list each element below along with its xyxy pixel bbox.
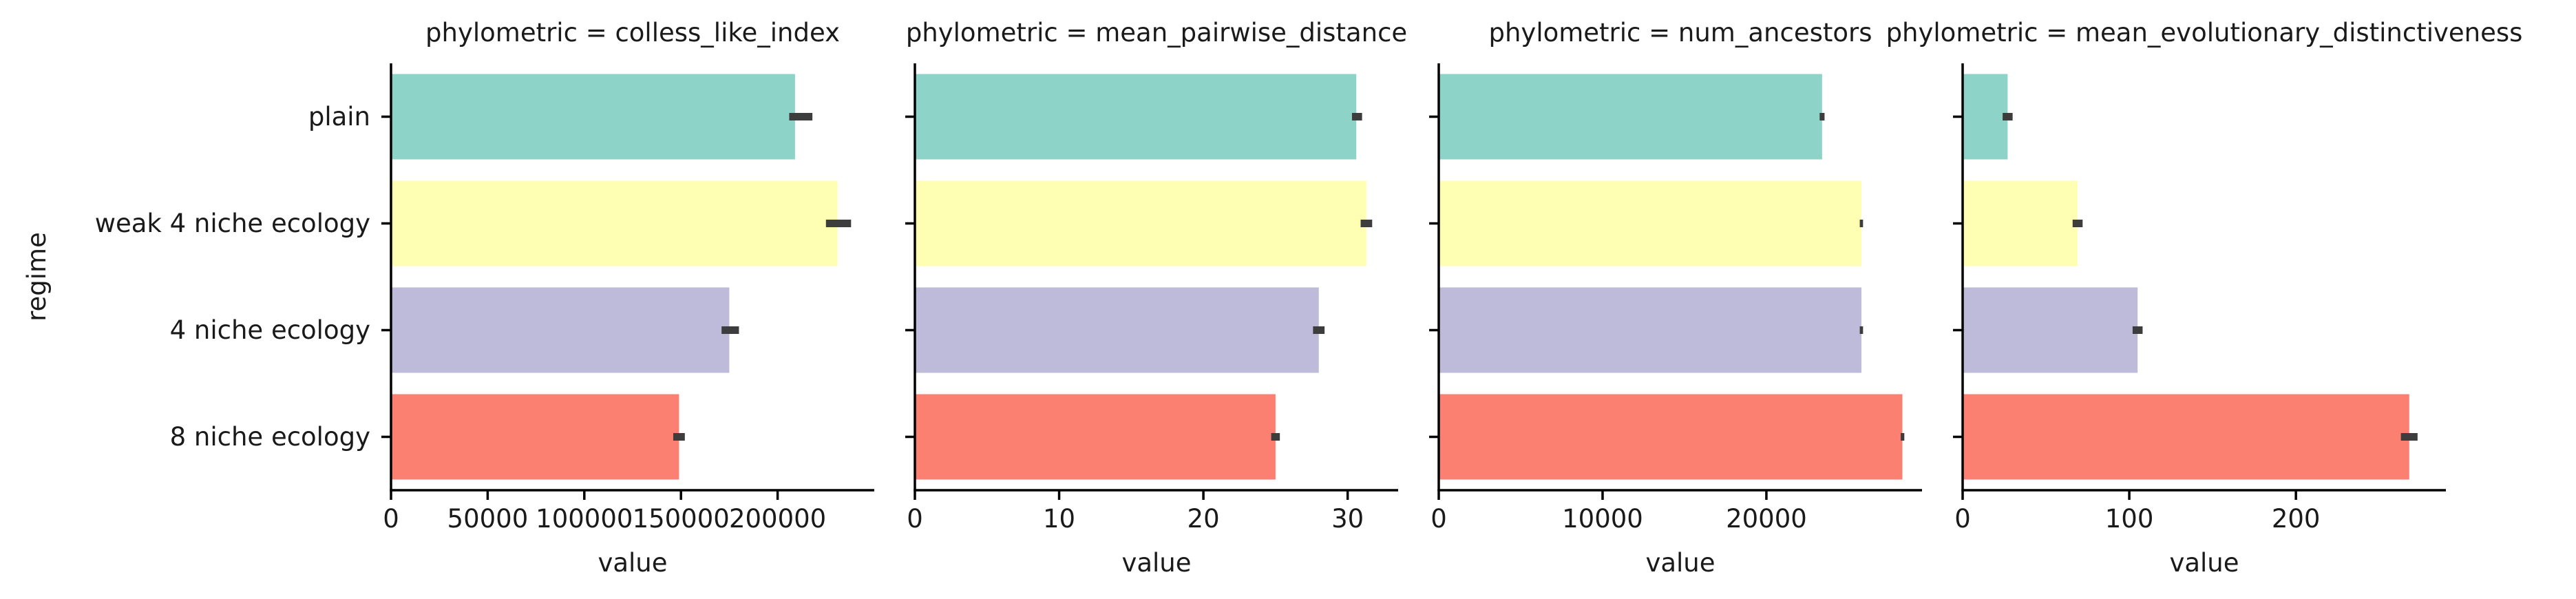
y-tick-label-plain: plain (308, 102, 370, 132)
panel-3-bar-4-niche-ecology (1439, 287, 1861, 373)
panel-2-bar-8-niche-ecology (915, 394, 1276, 480)
panel-1-x-tick-label-4: 200000 (729, 504, 826, 534)
panel-2-x-tick-label-2: 20 (1187, 504, 1220, 534)
panel-2-title: phylometric = mean_pairwise_distance (906, 18, 1407, 48)
panel-2-x-tick-label-1: 10 (1043, 504, 1075, 534)
panel-1-x-tick-label-2: 100000 (536, 504, 633, 534)
panel-4-x-tick-label-2: 200 (2272, 504, 2321, 534)
panel-3-bar-weak-4-niche-ecology (1439, 180, 1861, 266)
panel-3-x-axis-label: value (1645, 548, 1715, 578)
panel-4-bar-8-niche-ecology (1963, 394, 2409, 480)
panel-2-x-tick-label-0: 0 (907, 504, 923, 534)
panel-1-title: phylometric = colless_like_index (425, 18, 840, 48)
panel-2-x-tick-label-3: 30 (1331, 504, 1364, 534)
y-axis-label: regime (22, 232, 52, 322)
panel-4-title: phylometric = mean_evolutionary_distinct… (1886, 18, 2523, 48)
panel-1: plain weak 4 niche ecology 4 niche ecology… (95, 18, 874, 578)
panel-2-bar-weak-4-niche-ecology (915, 180, 1366, 266)
panel-3-x-tick-label-1: 10000 (1562, 504, 1643, 534)
y-tick-label-8-niche-ecology: 8 niche ecology (170, 422, 370, 452)
panel-4-x-tick-label-1: 100 (2105, 504, 2154, 534)
panel-1-x-tick-label-3: 150000 (633, 504, 730, 534)
panel-4-bar-plain (1963, 74, 2008, 160)
panel-3: 0 10000 20000 value phylometric = num_ancest… (1429, 18, 1922, 578)
panel-2: 0 10 20 30 value phylometric = mean_pairwise_… (905, 18, 1407, 578)
panel-4-bar-4-niche-ecology (1963, 287, 2138, 373)
panel-3-title: phylometric = num_ancestors (1488, 18, 1872, 48)
panel-1-bar-plain (391, 74, 795, 160)
panel-4-x-tick-label-0: 0 (1954, 504, 1971, 534)
panel-3-x-tick-label-0: 0 (1430, 504, 1447, 534)
panel-4-x-axis-label: value (2169, 548, 2239, 578)
panel-3-bar-plain (1439, 74, 1822, 160)
panel-2-x-axis-label: value (1121, 548, 1191, 578)
panel-1-x-tick-label-0: 0 (383, 504, 399, 534)
panel-3-x-tick-label-2: 20000 (1726, 504, 1807, 534)
panel-3-bar-8-niche-ecology (1439, 394, 1903, 480)
panel-4-bar-weak-4-niche-ecology (1963, 180, 2078, 266)
panel-1-x-axis-label: value (598, 548, 667, 578)
panel-1-bar-8-niche-ecology (391, 394, 679, 480)
panel-1-bar-4-niche-ecology (391, 287, 730, 373)
y-tick-label-weak-4-niche-ecology: weak 4 niche ecology (95, 209, 370, 238)
panel-1-x-tick-label-1: 50000 (447, 504, 529, 534)
panel-4: 0 100 200 value phylometric = mean_evolution… (1886, 18, 2523, 578)
y-tick-label-4-niche-ecology: 4 niche ecology (170, 315, 370, 345)
panel-2-bar-plain (915, 74, 1357, 160)
panel-2-bar-4-niche-ecology (915, 287, 1319, 373)
panel-1-bar-weak-4-niche-ecology (391, 180, 838, 266)
